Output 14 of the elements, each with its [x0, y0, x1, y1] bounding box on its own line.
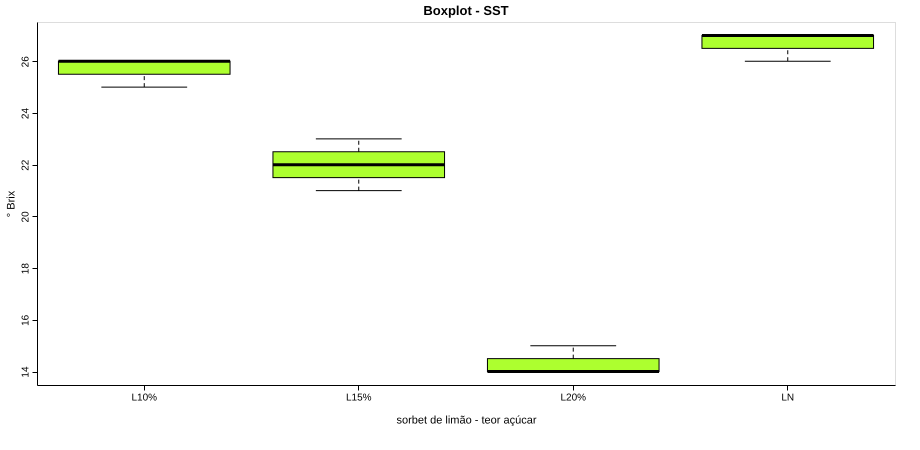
- x-tick-label: L20%: [560, 392, 586, 404]
- y-tick-label: 16: [20, 314, 32, 326]
- y-tick-label: 24: [20, 108, 32, 120]
- chart-title: Boxplot - SST: [423, 3, 509, 18]
- y-axis-title: ° Brix: [6, 190, 18, 218]
- y-tick-label: 20: [20, 210, 32, 222]
- y-tick-label: 26: [20, 56, 32, 68]
- y-tick-label: 22: [20, 159, 32, 171]
- x-tick-label: L10%: [131, 392, 158, 404]
- y-tick-label: 18: [20, 262, 32, 274]
- x-tick-label: LN: [781, 392, 794, 404]
- x-tick-label: L15%: [346, 392, 372, 404]
- x-axis-title: sorbet de limão - teor açúcar: [396, 414, 537, 426]
- y-tick-label: 14: [20, 366, 32, 378]
